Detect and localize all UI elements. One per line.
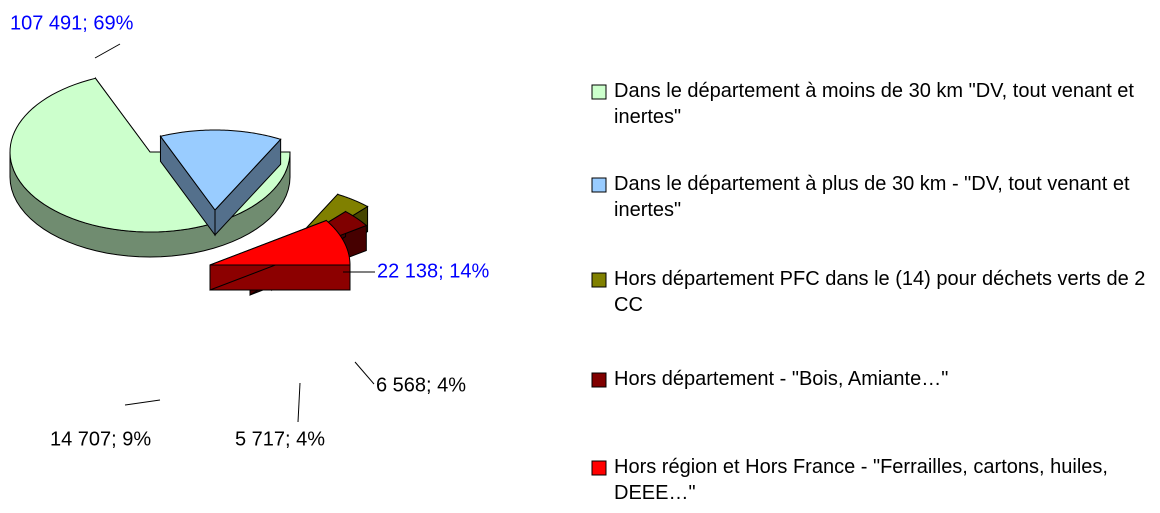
legend-line: DEEE…" bbox=[614, 482, 696, 504]
slice-top bbox=[159, 129, 282, 211]
legend-label: Hors région et Hors France - "Ferrailles… bbox=[614, 456, 1108, 504]
legend-label: Dans le département à moins de 30 km "DV… bbox=[614, 80, 1134, 128]
leader-line bbox=[297, 382, 301, 423]
data-label: 22 138; 14% bbox=[377, 260, 490, 282]
legend-swatch bbox=[591, 272, 607, 288]
legend-swatch bbox=[591, 84, 607, 100]
data-label: 14 707; 9% bbox=[50, 428, 151, 450]
legend-line: Dans le département à moins de 30 km "DV… bbox=[614, 80, 1134, 102]
slice bbox=[209, 219, 351, 291]
legend-label: Dans le département à plus de 30 km - "D… bbox=[614, 173, 1130, 221]
leader-line bbox=[354, 361, 375, 385]
legend-line: Hors région et Hors France - "Ferrailles… bbox=[614, 456, 1108, 478]
data-label: 5 717; 4% bbox=[235, 428, 325, 450]
legend-line: Hors département - "Bois, Amiante…" bbox=[614, 368, 948, 390]
data-label: 107 491; 69% bbox=[10, 12, 134, 34]
slice bbox=[159, 129, 282, 237]
leader-line bbox=[94, 43, 121, 59]
legend-swatch bbox=[591, 460, 607, 476]
legend-line: inertes" bbox=[614, 199, 681, 221]
slice-top bbox=[209, 219, 351, 266]
legend-label: Hors département PFC dans le (14) pour d… bbox=[614, 268, 1145, 316]
legend-swatch bbox=[591, 372, 607, 388]
legend-line: Dans le département à plus de 30 km - "D… bbox=[614, 173, 1130, 195]
legend-line: CC bbox=[614, 294, 643, 316]
legend-label: Hors département - "Bois, Amiante…" bbox=[614, 368, 948, 390]
leader-line bbox=[124, 399, 161, 406]
data-label: 6 568; 4% bbox=[376, 374, 466, 396]
legend-line: Hors département PFC dans le (14) pour d… bbox=[614, 268, 1145, 290]
legend-line: inertes" bbox=[614, 106, 681, 128]
legend-swatch bbox=[591, 177, 607, 193]
